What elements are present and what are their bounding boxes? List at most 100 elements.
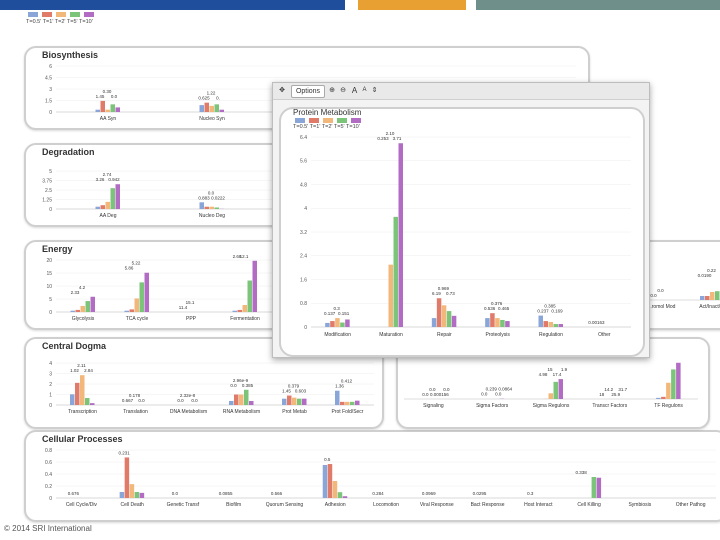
- data-label: 2.74: [103, 172, 112, 177]
- bar: [596, 477, 602, 498]
- legend-swatch-t2: [323, 118, 333, 123]
- data-label: 0.0: [422, 392, 429, 397]
- popup-legend: T=0.5' T=1' T=2' T=5' T=10': [293, 118, 383, 134]
- panel-title: Biosynthesis: [42, 50, 99, 60]
- x-tick-label: Symbiosis: [628, 502, 651, 508]
- legend-swatch-t2: [56, 12, 66, 17]
- data-label: 0.0: [481, 392, 488, 397]
- data-label: 18: [599, 392, 605, 397]
- data-label: 0.3: [334, 306, 341, 311]
- bar: [302, 398, 307, 405]
- data-label: 0.000156: [430, 392, 449, 397]
- data-label: 0.0855: [219, 491, 233, 496]
- x-tick-label: Prot Metab: [282, 409, 307, 415]
- data-label: 0.0: [111, 94, 118, 99]
- data-label: 0.0: [138, 398, 145, 403]
- bar: [676, 362, 681, 399]
- x-tick-label: DNA Metabolism: [170, 409, 207, 415]
- bar: [715, 291, 720, 300]
- y-tick-label: 5: [49, 297, 52, 303]
- data-label: 0.253: [377, 136, 389, 141]
- x-tick-label: Quorum Sensing: [266, 502, 304, 508]
- y-tick-label: 0: [49, 403, 52, 409]
- data-label: 3.71: [393, 136, 402, 141]
- bar: [327, 464, 333, 498]
- y-tick-label: 0: [49, 207, 52, 213]
- bar: [431, 318, 437, 327]
- data-label: 0.883: [198, 195, 210, 200]
- data-label: 0.385: [242, 383, 254, 388]
- data-label: 2.32e-8: [180, 393, 196, 398]
- legend-swatch-t05: [28, 12, 38, 17]
- y-tick-label: 4: [304, 206, 307, 212]
- y-tick-label: 5: [49, 169, 52, 175]
- bar: [209, 105, 214, 112]
- panel-title: Degradation: [42, 147, 95, 157]
- data-label: 4.2: [79, 285, 86, 290]
- x-tick-label: Host Interact: [524, 502, 553, 508]
- font-increase-button[interactable]: A: [351, 86, 358, 95]
- data-label: 1.45: [282, 389, 291, 394]
- copyright: © 2014 SRI International: [4, 524, 92, 533]
- data-label: 0.30: [103, 89, 112, 94]
- bar: [214, 207, 219, 209]
- move-icon[interactable]: ✥: [279, 87, 285, 94]
- panel-title: Protein Metabolism: [293, 108, 362, 117]
- font-decrease-button[interactable]: A: [362, 87, 367, 93]
- bar: [332, 480, 338, 498]
- zoom-out-icon[interactable]: ⊖: [340, 87, 346, 94]
- bar: [666, 382, 671, 399]
- protein-metabolism-popup[interactable]: ✥ Options ⊕ ⊖ A A ⇕ Protein Metabolism T…: [272, 82, 650, 358]
- bar: [485, 318, 490, 327]
- legend-swatch-t1: [309, 118, 319, 123]
- bar: [340, 401, 345, 405]
- bar: [95, 109, 100, 112]
- bar: [558, 379, 563, 399]
- data-label: 31.7: [618, 387, 627, 392]
- data-label: 2.10: [386, 131, 395, 136]
- data-label: 0.0295: [473, 491, 487, 496]
- bar: [388, 264, 393, 327]
- y-tick-label: 10: [46, 284, 52, 290]
- legend-swatch-t05: [295, 118, 305, 123]
- data-label: 0.969: [438, 286, 450, 291]
- data-label: 0.0: [495, 392, 502, 397]
- data-label: 0.0: [177, 398, 184, 403]
- y-tick-label: 4.5: [45, 75, 52, 81]
- panel-cellular-processes: Cellular Processes 0 0.2 0.4 0.6 0.8 Cell Cyc…: [24, 430, 720, 522]
- x-tick-label: Fermentation: [230, 316, 260, 322]
- x-tick-label: Act/Inact/Int: [699, 304, 720, 310]
- zoom-in-icon[interactable]: ⊕: [329, 87, 335, 94]
- x-tick-label: Sigma Regulons: [533, 403, 570, 409]
- bar: [325, 322, 330, 327]
- bar: [234, 394, 239, 405]
- data-label: 0.0: [650, 293, 657, 298]
- data-label: 2.33: [71, 290, 80, 295]
- bar: [451, 315, 457, 327]
- panel-title: Energy: [42, 244, 73, 254]
- bar: [70, 310, 75, 312]
- data-label: 0.239: [486, 387, 498, 392]
- data-label: 0.3: [527, 491, 534, 496]
- y-tick-label: 2.4: [300, 254, 307, 260]
- panel-title: Central Dogma: [42, 341, 107, 351]
- x-tick-label: Other: [598, 332, 611, 338]
- bar: [119, 492, 125, 498]
- bar: [80, 305, 85, 312]
- y-tick-label: 0.6: [45, 460, 52, 466]
- bar: [322, 465, 328, 498]
- x-tick-label: Sigma Factors: [476, 403, 509, 409]
- options-button[interactable]: Options: [291, 85, 325, 98]
- data-label: 2.84: [84, 368, 93, 373]
- data-label: 15: [547, 367, 553, 372]
- data-label: 0.667: [122, 398, 134, 403]
- legend-swatch-t5: [337, 118, 347, 123]
- data-label: 0.0: [208, 190, 215, 195]
- bar: [75, 382, 80, 405]
- scroll-arrows-icon[interactable]: ⇕: [371, 87, 378, 94]
- data-label: 0.942: [108, 177, 120, 182]
- popup-chart-panel: Protein Metabolism T=0.5' T=1' T=2' T=5'…: [279, 107, 645, 357]
- bar: [500, 319, 505, 327]
- legend-swatch-t1: [42, 12, 52, 17]
- data-label: 14.2: [604, 387, 613, 392]
